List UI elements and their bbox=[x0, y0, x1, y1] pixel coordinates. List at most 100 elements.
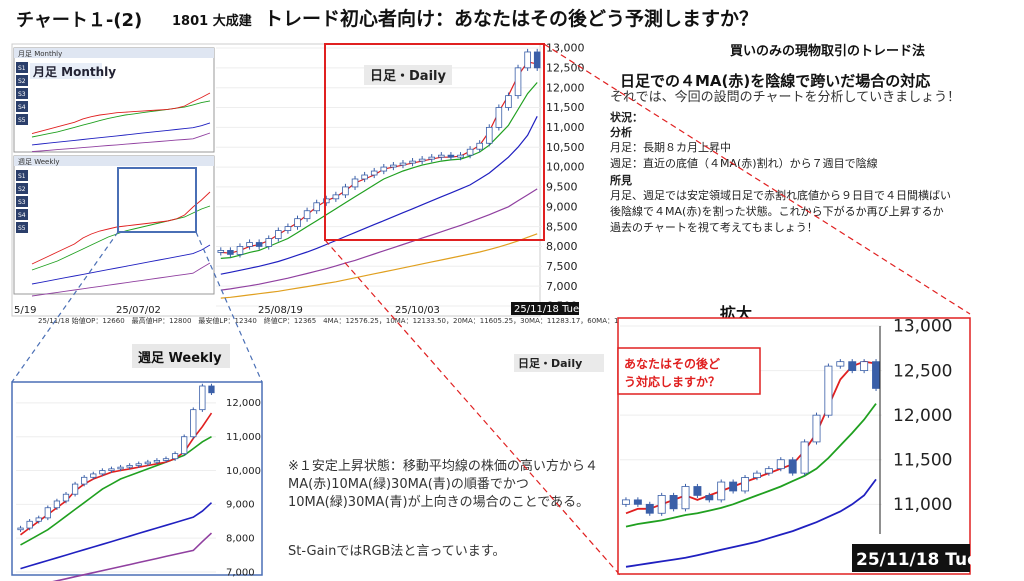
candle-body bbox=[255, 242, 263, 247]
ma4-line bbox=[220, 61, 538, 254]
candle-body bbox=[836, 361, 845, 367]
weekly-inset-titlebar bbox=[14, 156, 214, 166]
candle-body bbox=[669, 495, 678, 510]
candle-body bbox=[227, 250, 234, 255]
ma-legend: 25/11/18 始値OP：12660 最高値HP：12800 最安値LP：12… bbox=[38, 316, 715, 325]
candle-body bbox=[44, 507, 51, 519]
candle-body bbox=[126, 465, 133, 468]
y-tick-label: 11,500 bbox=[893, 450, 952, 470]
candle-body bbox=[361, 174, 368, 180]
ma60-mini-line bbox=[31, 132, 211, 153]
y-tick-label: 13,000 bbox=[893, 317, 952, 337]
inset-tool-label: S4 bbox=[18, 104, 26, 111]
candle-body bbox=[505, 95, 512, 108]
question-line-2: う対応しますか？ bbox=[624, 374, 720, 389]
inset-tool-button[interactable] bbox=[16, 196, 28, 207]
page-title: トレード初心者向け：あなたはその後どう予測しますか？ bbox=[264, 8, 759, 30]
candle-body bbox=[466, 148, 474, 156]
ma30-line bbox=[20, 502, 213, 570]
inset-tool-button[interactable] bbox=[16, 183, 28, 194]
y-tick-label: 12,500 bbox=[546, 62, 585, 75]
candle-body bbox=[741, 477, 750, 492]
inset-tool-button[interactable] bbox=[16, 209, 28, 220]
findings-line-1: 月足、週足では安定領域日足で赤割れ底値から９日目で４日間横ばい bbox=[610, 189, 951, 202]
inset-tool-button[interactable] bbox=[16, 170, 28, 181]
candle-body bbox=[332, 194, 340, 200]
candle-body bbox=[322, 198, 330, 204]
y-tick-label: 12,000 bbox=[546, 81, 585, 94]
date-badge-bg bbox=[511, 302, 579, 315]
daily-zoom-grid bbox=[620, 325, 882, 505]
candle-body bbox=[236, 246, 244, 255]
candle-body bbox=[848, 361, 857, 371]
candle-body bbox=[824, 365, 833, 416]
monthly-label: 月足 Monthly bbox=[32, 65, 116, 79]
ma10-line bbox=[625, 403, 877, 528]
y-tick-label: 9,500 bbox=[546, 181, 578, 194]
ma60-line bbox=[220, 188, 538, 291]
candle-body bbox=[788, 459, 797, 474]
note-text: ※１安定上昇状態：移動平均線の株価の高い方から４MA(赤)10MA(緑)30MA… bbox=[288, 459, 598, 510]
candle-body bbox=[633, 499, 642, 505]
candle-body bbox=[35, 517, 42, 522]
candle-body bbox=[872, 361, 881, 389]
daily-connector-bottom bbox=[324, 239, 621, 576]
candle-body bbox=[693, 486, 702, 496]
candle-body bbox=[812, 414, 821, 443]
candle-body bbox=[533, 51, 541, 69]
y-tick-label: 7,500 bbox=[546, 260, 578, 273]
chart-number: チャート１-(2) bbox=[16, 10, 143, 31]
candle-body bbox=[485, 126, 493, 144]
candle-body bbox=[380, 166, 388, 172]
candle-body bbox=[717, 481, 726, 501]
intro-text: それでは、今回の設問のチャートを分析していきましょう！ bbox=[610, 90, 961, 105]
question-box bbox=[617, 347, 761, 395]
candle-body bbox=[438, 154, 445, 158]
inset-tool-button[interactable] bbox=[16, 62, 28, 73]
inset-tool-button[interactable] bbox=[16, 88, 28, 99]
daily-ma-lines bbox=[220, 61, 538, 299]
x-tick-label: 25/10/03 bbox=[395, 305, 440, 316]
zoom-date-badge-bg bbox=[852, 544, 970, 572]
weekly-zoom-label-bg bbox=[132, 344, 230, 368]
candle-body bbox=[275, 230, 282, 239]
candle-body bbox=[447, 154, 455, 158]
candle-body bbox=[457, 154, 464, 158]
candle-body bbox=[265, 238, 273, 247]
ma10-mini-line bbox=[31, 100, 211, 138]
candle-body bbox=[190, 409, 197, 438]
ma4-mini-line bbox=[31, 191, 211, 265]
candle-body bbox=[342, 186, 349, 196]
y-tick-label: 7,000 bbox=[226, 567, 255, 578]
y-tick-label: 10,000 bbox=[226, 466, 261, 477]
date-badge: 25/11/18 Tue bbox=[514, 304, 579, 315]
inset-tool-button[interactable] bbox=[16, 75, 28, 86]
y-tick-label: 9,000 bbox=[546, 200, 578, 213]
inset-tool-button[interactable] bbox=[16, 114, 28, 125]
candle-body bbox=[621, 499, 630, 505]
section-title: 日足での４MA(赤)を陰線で跨いだ場合の対応 bbox=[620, 72, 931, 90]
y-tick-label: 12,500 bbox=[893, 361, 952, 381]
candle-body bbox=[729, 481, 738, 492]
candle-body bbox=[117, 466, 124, 470]
weekly-zoom-frame bbox=[11, 381, 263, 576]
inset-tool-button[interactable] bbox=[16, 101, 28, 112]
candle-body bbox=[495, 107, 503, 128]
candle-body bbox=[62, 493, 70, 502]
candle-body bbox=[418, 158, 426, 162]
weekly-connector-left bbox=[11, 231, 119, 383]
inset-tool-button[interactable] bbox=[16, 222, 28, 233]
inset-tool-label: S4 bbox=[18, 212, 26, 219]
ma30-mini-line bbox=[31, 122, 211, 146]
monthly-inset-title: 月足 Monthly bbox=[18, 50, 62, 58]
weekly-highlight-box bbox=[117, 167, 197, 233]
candle-body bbox=[428, 156, 436, 160]
candle-body bbox=[476, 142, 483, 150]
y-tick-label: 12,000 bbox=[893, 406, 952, 426]
ma60-line bbox=[52, 532, 213, 581]
candle-body bbox=[246, 242, 253, 247]
ma30-mini-line bbox=[31, 244, 211, 285]
candle-body bbox=[752, 472, 761, 478]
daily-candles bbox=[217, 48, 541, 258]
x-tick-label: 25/07/02 bbox=[116, 305, 161, 316]
